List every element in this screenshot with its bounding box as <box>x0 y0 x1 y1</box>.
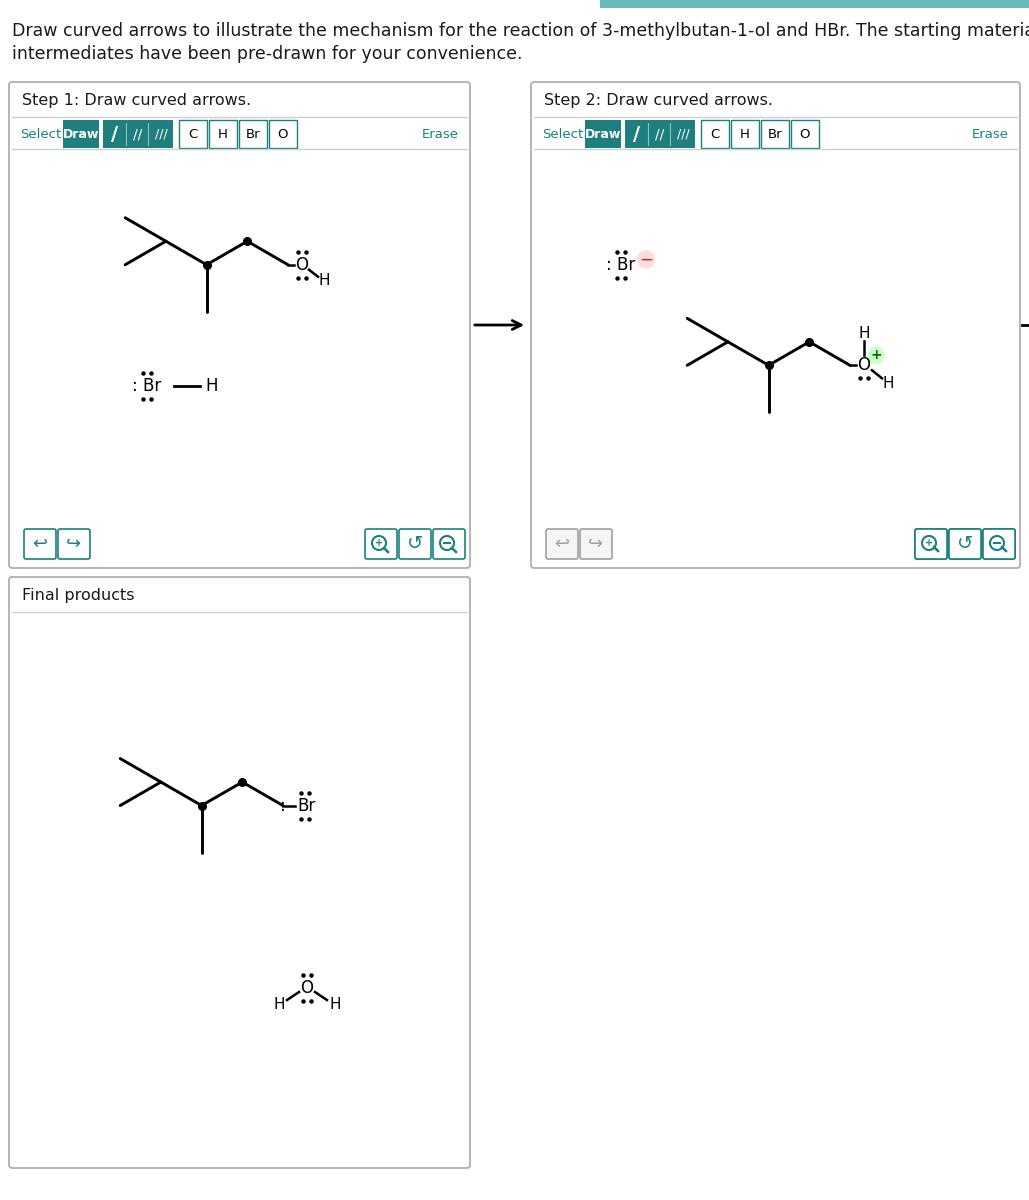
FancyBboxPatch shape <box>24 529 56 559</box>
Text: O: O <box>857 356 871 374</box>
Text: Draw curved arrows to illustrate the mechanism for the reaction of 3-methylbutan: Draw curved arrows to illustrate the mec… <box>12 22 1029 40</box>
FancyBboxPatch shape <box>103 120 173 148</box>
FancyBboxPatch shape <box>983 529 1015 559</box>
Text: Br: Br <box>246 127 260 140</box>
Text: ↩: ↩ <box>555 535 570 553</box>
Text: O: O <box>295 256 309 274</box>
FancyBboxPatch shape <box>63 120 99 148</box>
FancyBboxPatch shape <box>949 529 981 559</box>
Text: Br: Br <box>768 127 782 140</box>
FancyBboxPatch shape <box>625 120 695 148</box>
Text: Step 2: Draw curved arrows.: Step 2: Draw curved arrows. <box>544 92 773 108</box>
Text: ↩: ↩ <box>33 535 47 553</box>
Text: ↺: ↺ <box>957 534 973 553</box>
FancyBboxPatch shape <box>915 529 947 559</box>
Text: ///: /// <box>677 127 689 140</box>
FancyBboxPatch shape <box>58 529 90 559</box>
Text: Select: Select <box>542 127 583 140</box>
Text: Draw: Draw <box>63 127 99 140</box>
Circle shape <box>638 251 654 268</box>
Text: Erase: Erase <box>422 127 459 140</box>
Text: intermediates have been pre-drawn for your convenience.: intermediates have been pre-drawn for yo… <box>12 44 523 62</box>
Text: O: O <box>300 979 314 997</box>
FancyBboxPatch shape <box>949 529 981 559</box>
Text: Select: Select <box>20 127 62 140</box>
Text: Final products: Final products <box>22 588 135 602</box>
FancyBboxPatch shape <box>701 120 729 148</box>
Text: +: + <box>925 538 933 548</box>
FancyBboxPatch shape <box>791 120 819 148</box>
Text: H: H <box>329 996 341 1012</box>
Text: O: O <box>278 127 288 140</box>
Text: −: − <box>639 251 653 269</box>
Text: +: + <box>925 538 933 548</box>
Text: //: // <box>655 127 665 140</box>
Text: : Br: : Br <box>132 377 162 395</box>
FancyBboxPatch shape <box>546 529 578 559</box>
Text: +: + <box>375 538 383 548</box>
Text: ↪: ↪ <box>589 535 604 553</box>
FancyBboxPatch shape <box>531 82 1020 568</box>
Text: H: H <box>858 326 870 341</box>
FancyBboxPatch shape <box>9 82 470 568</box>
FancyBboxPatch shape <box>433 529 465 559</box>
Text: ↪: ↪ <box>67 535 81 553</box>
Text: //: // <box>134 127 143 140</box>
FancyBboxPatch shape <box>915 529 947 559</box>
FancyBboxPatch shape <box>761 120 789 148</box>
Text: O: O <box>800 127 810 140</box>
Text: H: H <box>882 376 894 391</box>
Text: :: : <box>280 797 286 815</box>
Text: ↺: ↺ <box>957 534 973 553</box>
Text: H: H <box>318 274 329 288</box>
Text: C: C <box>188 127 198 140</box>
FancyBboxPatch shape <box>239 120 267 148</box>
FancyBboxPatch shape <box>600 0 1029 8</box>
FancyBboxPatch shape <box>399 529 431 559</box>
Text: H: H <box>218 127 228 140</box>
Text: H: H <box>740 127 750 140</box>
FancyBboxPatch shape <box>731 120 759 148</box>
Text: +: + <box>871 348 882 362</box>
Text: C: C <box>710 127 719 140</box>
Text: Step 1: Draw curved arrows.: Step 1: Draw curved arrows. <box>22 92 251 108</box>
FancyBboxPatch shape <box>580 529 612 559</box>
FancyBboxPatch shape <box>983 529 1015 559</box>
Circle shape <box>868 347 884 364</box>
Text: /: / <box>111 125 118 144</box>
Text: Erase: Erase <box>972 127 1009 140</box>
Text: H: H <box>274 996 285 1012</box>
Text: ↺: ↺ <box>406 534 423 553</box>
Text: /: / <box>634 125 641 144</box>
Text: Br: Br <box>297 797 315 815</box>
FancyBboxPatch shape <box>365 529 397 559</box>
Text: H: H <box>206 377 218 395</box>
Text: ///: /// <box>154 127 168 140</box>
FancyBboxPatch shape <box>586 120 620 148</box>
Text: Draw: Draw <box>584 127 622 140</box>
FancyBboxPatch shape <box>209 120 237 148</box>
FancyBboxPatch shape <box>269 120 297 148</box>
Text: : Br: : Br <box>606 257 635 275</box>
FancyBboxPatch shape <box>179 120 207 148</box>
FancyBboxPatch shape <box>9 577 470 1168</box>
